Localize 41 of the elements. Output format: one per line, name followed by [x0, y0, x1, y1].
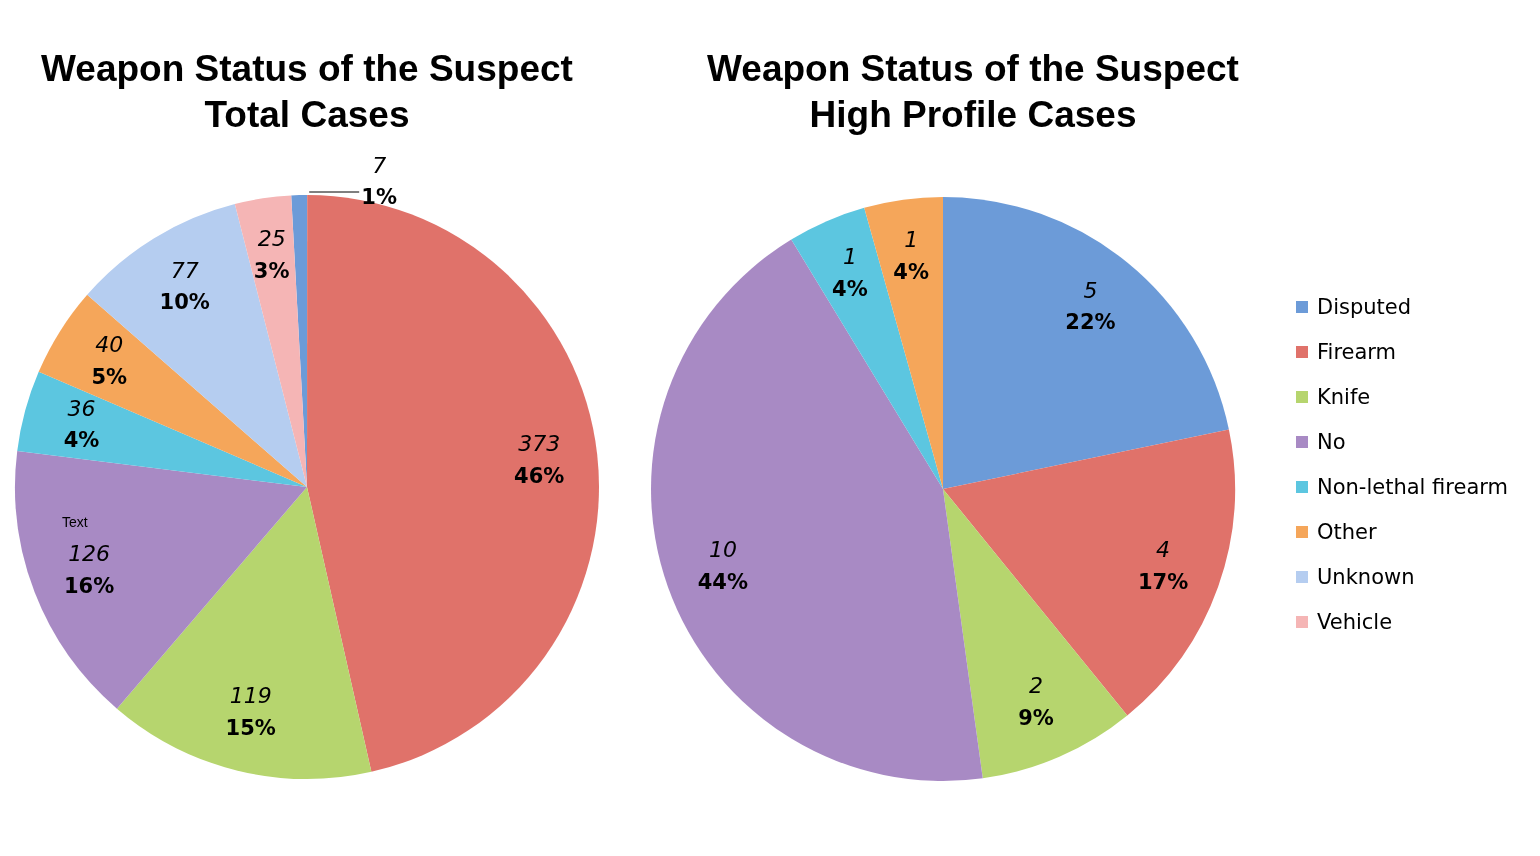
text: 4%	[63, 428, 100, 453]
data-label: 2	[1029, 672, 1044, 698]
text: 1%	[361, 185, 398, 210]
data-label: 25	[257, 225, 286, 251]
legend-label: Non-lethal firearm	[1317, 474, 1509, 499]
text: 17%	[1137, 569, 1189, 594]
text: 15%	[225, 716, 276, 741]
data-label: 40	[95, 332, 124, 358]
data-label: 1	[904, 227, 919, 253]
data-label: 5	[1083, 277, 1098, 303]
data-label: 77	[170, 257, 199, 283]
text: 44%	[697, 569, 749, 594]
text: 5%	[91, 364, 128, 389]
data-label: 36	[67, 395, 96, 421]
data-label: 4	[1156, 536, 1171, 562]
text: 9%	[1018, 705, 1054, 730]
legend-label: Vehicle	[1317, 609, 1393, 634]
chart-title: Weapon Status of the Suspect	[707, 48, 1239, 89]
data-label: 126	[68, 540, 111, 566]
chart-subtitle: High Profile Cases	[809, 94, 1137, 135]
text: Text	[62, 514, 88, 530]
chart-subtitle: Total Cases	[204, 94, 410, 135]
legend-label: No	[1317, 429, 1346, 454]
chart-title: Weapon Status of the Suspect	[41, 48, 573, 89]
text: 3%	[253, 258, 290, 283]
legend-label: Knife	[1317, 384, 1371, 409]
data-label: 7	[372, 152, 387, 178]
text: 16%	[64, 573, 115, 598]
text: 4%	[832, 277, 868, 302]
text: 22%	[1065, 310, 1116, 335]
data-label: 1	[842, 244, 857, 270]
data-label: 373	[518, 430, 561, 456]
legend-label: Unknown	[1317, 564, 1415, 589]
data-label: 119	[229, 683, 272, 709]
legend-label: Firearm	[1317, 339, 1397, 364]
legend-label: Disputed	[1317, 294, 1412, 319]
text: 10%	[159, 290, 210, 315]
legend-label: Other	[1317, 519, 1377, 544]
text: 46%	[514, 463, 565, 488]
text: 4%	[893, 260, 930, 285]
data-label: 10	[708, 536, 737, 562]
